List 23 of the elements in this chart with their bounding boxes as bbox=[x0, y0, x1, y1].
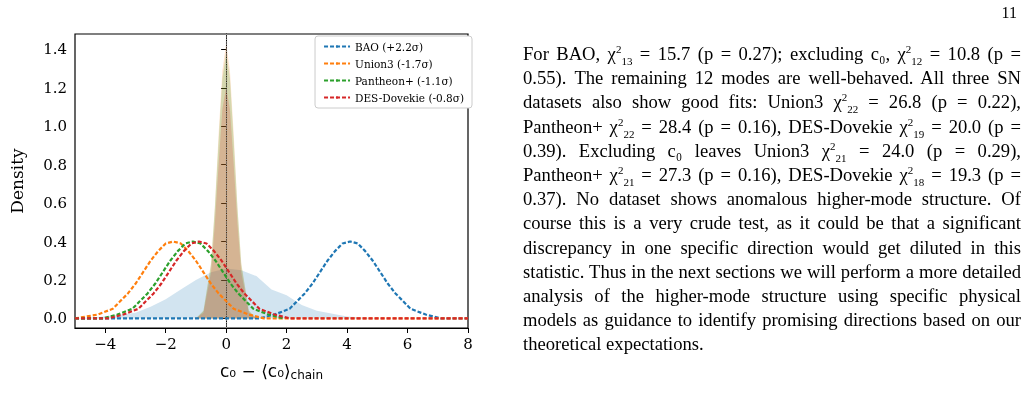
y-axis-title: Density bbox=[6, 147, 27, 214]
x-tick-label: 6 bbox=[402, 334, 413, 353]
legend-label: Union3 (-1.7σ) bbox=[355, 57, 433, 70]
x-tick-label: 0 bbox=[221, 334, 231, 353]
y-tick-label: 0.8 bbox=[43, 155, 67, 174]
x-tick-label: 8 bbox=[463, 334, 473, 353]
x-tick-label: 4 bbox=[342, 334, 352, 353]
x-tick-label: 2 bbox=[281, 334, 292, 353]
text: For BAO, χ$^{2}$$_{13}$ = 15.7 (p = 0.27); excluding c₀, χ$^{2}$$_{12}$ = 10.8 (p = 0.55). The remaining 12 modes are well-behaved. All three SN datasets also show good fits: Union3 χ$^{2}$$_{22}$ = 26.8 (p = 0.22), Pantheon+ χ$^{2}$$_{22}$ = 28.4 (p = 0.16), DES-Dovekie χ$^{2}$$_{19}$ = 20.0 (p = 0.39). Excluding c₀ leaves Union3 χ$^{2}$$_{21}$ = 24.0 (p = 0.29), Pantheon+ χ$^{2}$$_{21}$ = 27.3 (p = 0.16), DES-Dovekie χ$^{2}$$_{18}$ = 19.3 (p = 0.37). No dataset shows anomalous higher-mode structure. Of course this is a very crude test, as it could be that a significant discrepancy in one specific direction would get diluted in this statistic. Thus in the next sections we will perform a more detailed analysis of the higher-mode structure using specific physical models as guidance to identify promising directions based on our theoretical expectations. bbox=[523, 42, 1022, 355]
line-series bbox=[73, 240, 470, 320]
x-tick-label: −4 bbox=[94, 334, 117, 353]
y-tick-label: 1.0 bbox=[43, 117, 67, 136]
legend-label: DES-Dovekie (-0.8σ) bbox=[355, 91, 465, 104]
legend-label: BAO (+2.2σ) bbox=[355, 40, 424, 53]
y-tick-label: 0.6 bbox=[43, 194, 67, 213]
y-tick-label: 0.2 bbox=[43, 270, 67, 289]
y-tick-label: 0.4 bbox=[43, 232, 67, 251]
x-tick-label: −2 bbox=[154, 334, 177, 353]
y-tick-label: 0.0 bbox=[43, 309, 67, 328]
text: 11 bbox=[1001, 4, 1017, 22]
y-tick-label: 1.2 bbox=[43, 78, 67, 97]
y-tick-label: 1.4 bbox=[43, 40, 67, 59]
legend-label: Pantheon+ (-1.1σ) bbox=[355, 74, 453, 87]
